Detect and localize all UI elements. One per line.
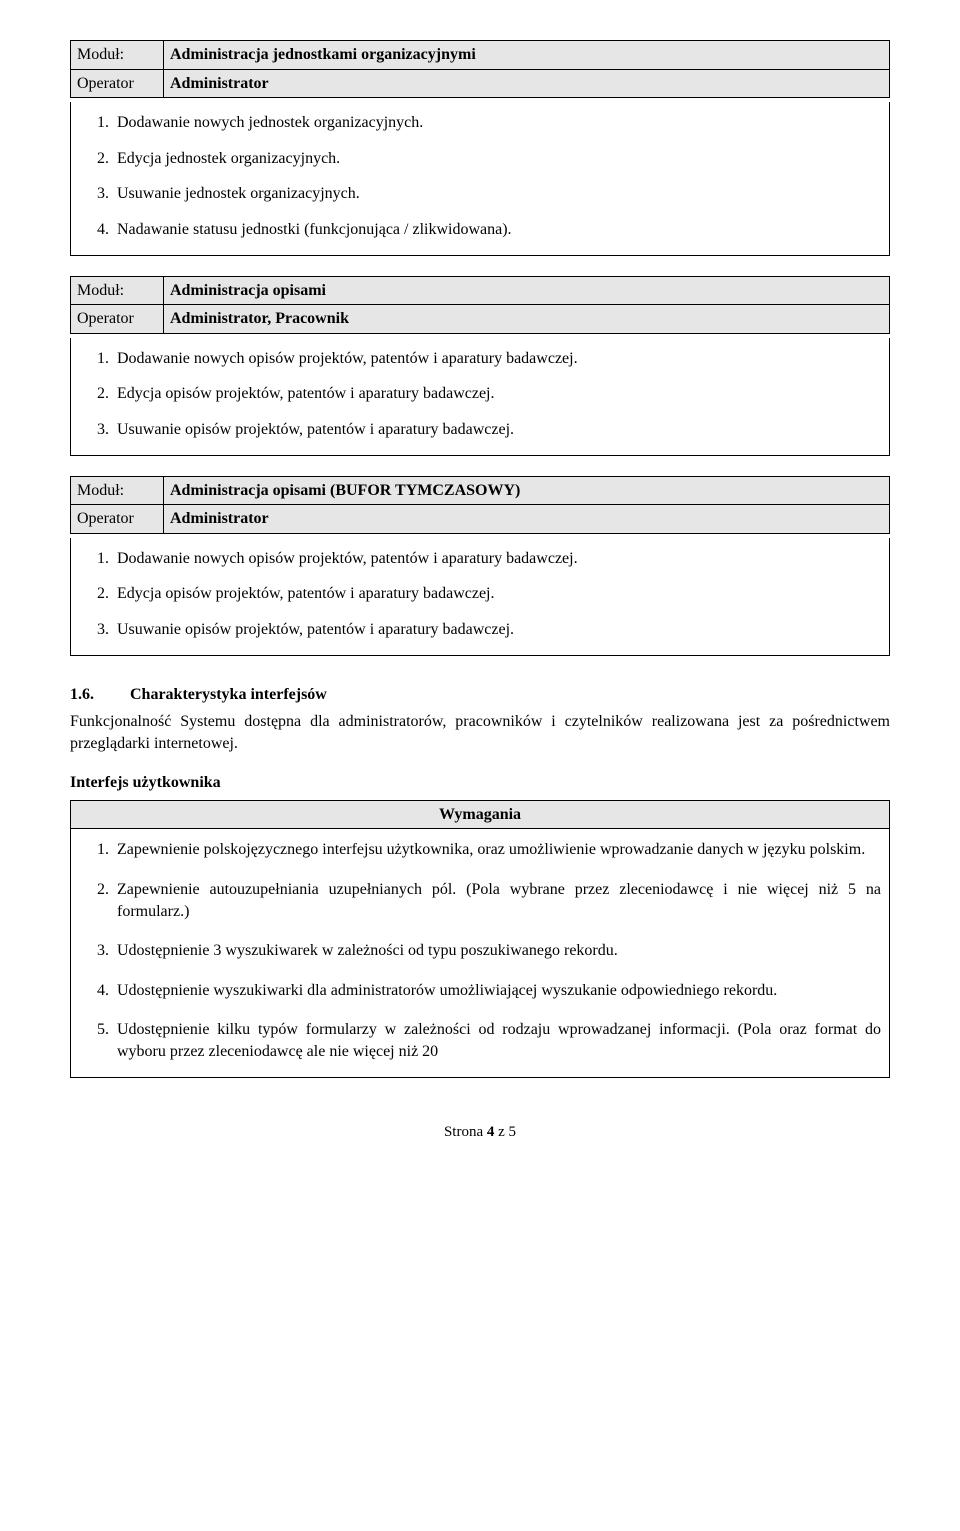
section-heading: 1.6. Charakterystyka interfejsów <box>70 684 890 706</box>
list-item: Nadawanie statusu jednostki (funkcjonują… <box>113 219 881 241</box>
list-item: Zapewnienie autouzupełniania uzupełniany… <box>113 879 881 922</box>
module1-label-module: Moduł: <box>71 41 164 70</box>
requirements-list-box: Zapewnienie polskojęzycznego interfejsu … <box>70 829 890 1077</box>
list-item: Zapewnienie polskojęzycznego interfejsu … <box>113 839 881 861</box>
module2-operator: Administrator, Pracownik <box>164 305 890 334</box>
module1-operator: Administrator <box>164 69 890 98</box>
section-number: 1.6. <box>70 684 126 706</box>
module1-header-table: Moduł: Administracja jednostkami organiz… <box>70 40 890 98</box>
list-item: Dodawanie nowych opisów projektów, paten… <box>113 348 881 370</box>
list-item: Udostępnienie 3 wyszukiwarek w zależnośc… <box>113 940 881 962</box>
requirements-header: Wymagania <box>71 800 890 829</box>
list-item: Usuwanie jednostek organizacyjnych. <box>113 183 881 205</box>
requirements-header-table: Wymagania <box>70 800 890 830</box>
module3-header-table: Moduł: Administracja opisami (BUFOR TYMC… <box>70 476 890 534</box>
footer-prefix: Strona <box>444 1124 487 1140</box>
list-item: Usuwanie opisów projektów, patentów i ap… <box>113 619 881 641</box>
section-paragraph: Funkcjonalność Systemu dostępna dla admi… <box>70 711 890 754</box>
module3-list-box: Dodawanie nowych opisów projektów, paten… <box>70 538 890 656</box>
module3-operator: Administrator <box>164 505 890 534</box>
list-item: Edycja jednostek organizacyjnych. <box>113 148 881 170</box>
footer-suffix: z 5 <box>494 1124 516 1140</box>
list-item: Usuwanie opisów projektów, patentów i ap… <box>113 419 881 441</box>
module1-list-box: Dodawanie nowych jednostek organizacyjny… <box>70 102 890 255</box>
module3-label-operator: Operator <box>71 505 164 534</box>
module3-label-module: Moduł: <box>71 476 164 505</box>
module2-label-operator: Operator <box>71 305 164 334</box>
list-item: Udostępnienie kilku typów formularzy w z… <box>113 1019 881 1062</box>
interface-subheading: Interfejs użytkownika <box>70 772 890 794</box>
list-item: Udostępnienie wyszukiwarki dla administr… <box>113 980 881 1002</box>
module2-label-module: Moduł: <box>71 276 164 305</box>
module2-title: Administracja opisami <box>164 276 890 305</box>
page-footer: Strona 4 z 5 <box>70 1122 890 1142</box>
list-item: Edycja opisów projektów, patentów i apar… <box>113 583 881 605</box>
list-item: Dodawanie nowych opisów projektów, paten… <box>113 548 881 570</box>
module3-title: Administracja opisami (BUFOR TYMCZASOWY) <box>164 476 890 505</box>
module2-header-table: Moduł: Administracja opisami Operator Ad… <box>70 276 890 334</box>
module1-label-operator: Operator <box>71 69 164 98</box>
list-item: Dodawanie nowych jednostek organizacyjny… <box>113 112 881 134</box>
module2-list-box: Dodawanie nowych opisów projektów, paten… <box>70 338 890 456</box>
module1-title: Administracja jednostkami organizacyjnym… <box>164 41 890 70</box>
section-title: Charakterystyka interfejsów <box>130 686 327 703</box>
list-item: Edycja opisów projektów, patentów i apar… <box>113 383 881 405</box>
